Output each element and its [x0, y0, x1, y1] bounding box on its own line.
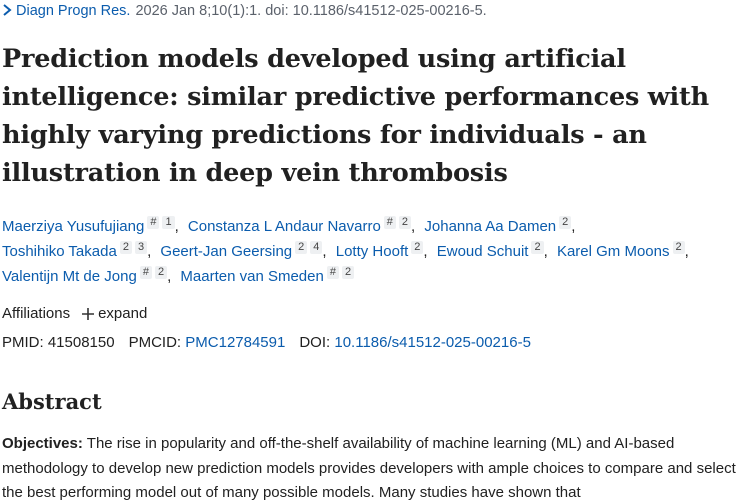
author-name[interactable]: Toshihiko Takada	[2, 243, 117, 260]
separator: ,	[684, 243, 689, 260]
separator: ,	[147, 243, 152, 260]
separator: ,	[174, 218, 179, 235]
affiliation-marker: 2	[531, 241, 544, 254]
identifier: PMCID: PMC12784591	[129, 334, 286, 351]
affiliation-marker: #	[147, 216, 160, 229]
affiliation-marker: 2	[154, 266, 168, 279]
author-name[interactable]: Maerziya Yusufujiang	[2, 218, 145, 235]
citation: Diagn Progn Res. 2026 Jan 8;10(1):1. doi:…	[2, 3, 487, 19]
separator: ,	[543, 243, 548, 260]
identifier-value[interactable]: 10.1186/s41512-025-00216-5	[334, 334, 531, 351]
affiliation-marker: #	[383, 216, 396, 229]
author-name[interactable]: Karel Gm Moons	[556, 243, 670, 260]
affiliations: Affiliations expand	[2, 305, 147, 322]
affiliation-marker: 2	[341, 266, 355, 279]
plus-icon	[82, 308, 95, 320]
affiliation-marker: #	[139, 266, 152, 279]
author-name[interactable]: Maarten van Smeden	[180, 268, 324, 285]
affiliation-marker: 2	[119, 241, 132, 254]
abstract-text: The rise in popularity and off-the-shelf…	[2, 435, 736, 500]
identifier-value[interactable]: PMC12784591	[185, 334, 286, 351]
identifiers: PMID: 41508150 PMCID: PMC12784591 DOI: 10.…	[2, 334, 545, 351]
abstract-heading: Abstract	[2, 389, 102, 414]
author-name[interactable]: Geert-Jan Geersing	[160, 243, 293, 260]
author: Ewoud Schuit 2,	[436, 241, 553, 260]
author-name[interactable]: Johanna Aa Damen	[424, 218, 557, 235]
chevron-icon	[3, 4, 12, 16]
affiliation-marker: 4	[310, 241, 323, 254]
identifier: PMID: 41508150	[2, 334, 115, 351]
author-name[interactable]: Constanza L Andaur Navarro	[187, 218, 381, 235]
abstract-paragraph: Objectives: The rise in popularity and o…	[2, 432, 740, 500]
separator: ,	[322, 243, 327, 260]
affiliation-marker: 2	[672, 241, 685, 254]
author-name[interactable]: Valentijn Mt de Jong	[2, 268, 137, 285]
affiliation-marker: 2	[411, 241, 424, 254]
affiliations-label: Affiliations	[2, 305, 71, 322]
author-list: Maerziya Yusufujiang #1, Constanza L Anda…	[2, 214, 732, 289]
abstract-label: Objectives:	[2, 435, 83, 452]
author-name[interactable]: Lotty Hooft	[335, 243, 409, 260]
author-name[interactable]: Ewoud Schuit	[436, 243, 529, 260]
affiliation-marker: #	[326, 266, 339, 279]
separator: ,	[167, 268, 172, 285]
affiliation-marker: 1	[162, 216, 175, 229]
author: Maerziya Yusufujiang #1,	[2, 216, 184, 235]
identifier-label: DOI:	[299, 334, 331, 351]
separator: ,	[411, 218, 416, 235]
affiliation-marker: 2	[398, 216, 412, 229]
affiliation-marker: 2	[295, 241, 308, 254]
identifier: DOI: 10.1186/s41512-025-00216-5	[299, 334, 531, 351]
author: Geert-Jan Geersing 2 4,	[160, 241, 331, 260]
expand-toggle[interactable]: expand	[98, 305, 148, 322]
author: Johanna Aa Damen 2,	[424, 216, 580, 235]
author: Karel Gm Moons 2,	[556, 241, 694, 260]
journal-link[interactable]: Diagn Progn Res.	[16, 3, 131, 19]
separator: ,	[571, 218, 576, 235]
author: Lotty Hooft 2,	[335, 241, 433, 260]
affiliation-marker: 3	[134, 241, 148, 254]
identifier-value: 41508150	[47, 334, 115, 351]
author: Maarten van Smeden #2	[180, 266, 355, 285]
author: Toshihiko Takada 2 3,	[2, 241, 156, 260]
author: Valentijn Mt de Jong #2,	[2, 266, 176, 285]
article-title: Prediction models developed using artifi…	[2, 44, 709, 188]
author: Constanza L Andaur Navarro #2,	[187, 216, 420, 235]
identifier-label: PMID:	[2, 334, 44, 351]
citation-details: 2026 Jan 8;10(1):1. doi: 10.1186/s41512-…	[135, 3, 487, 19]
separator: ,	[423, 243, 428, 260]
identifier-label: PMCID:	[128, 334, 182, 351]
affiliation-marker: 2	[559, 216, 572, 229]
